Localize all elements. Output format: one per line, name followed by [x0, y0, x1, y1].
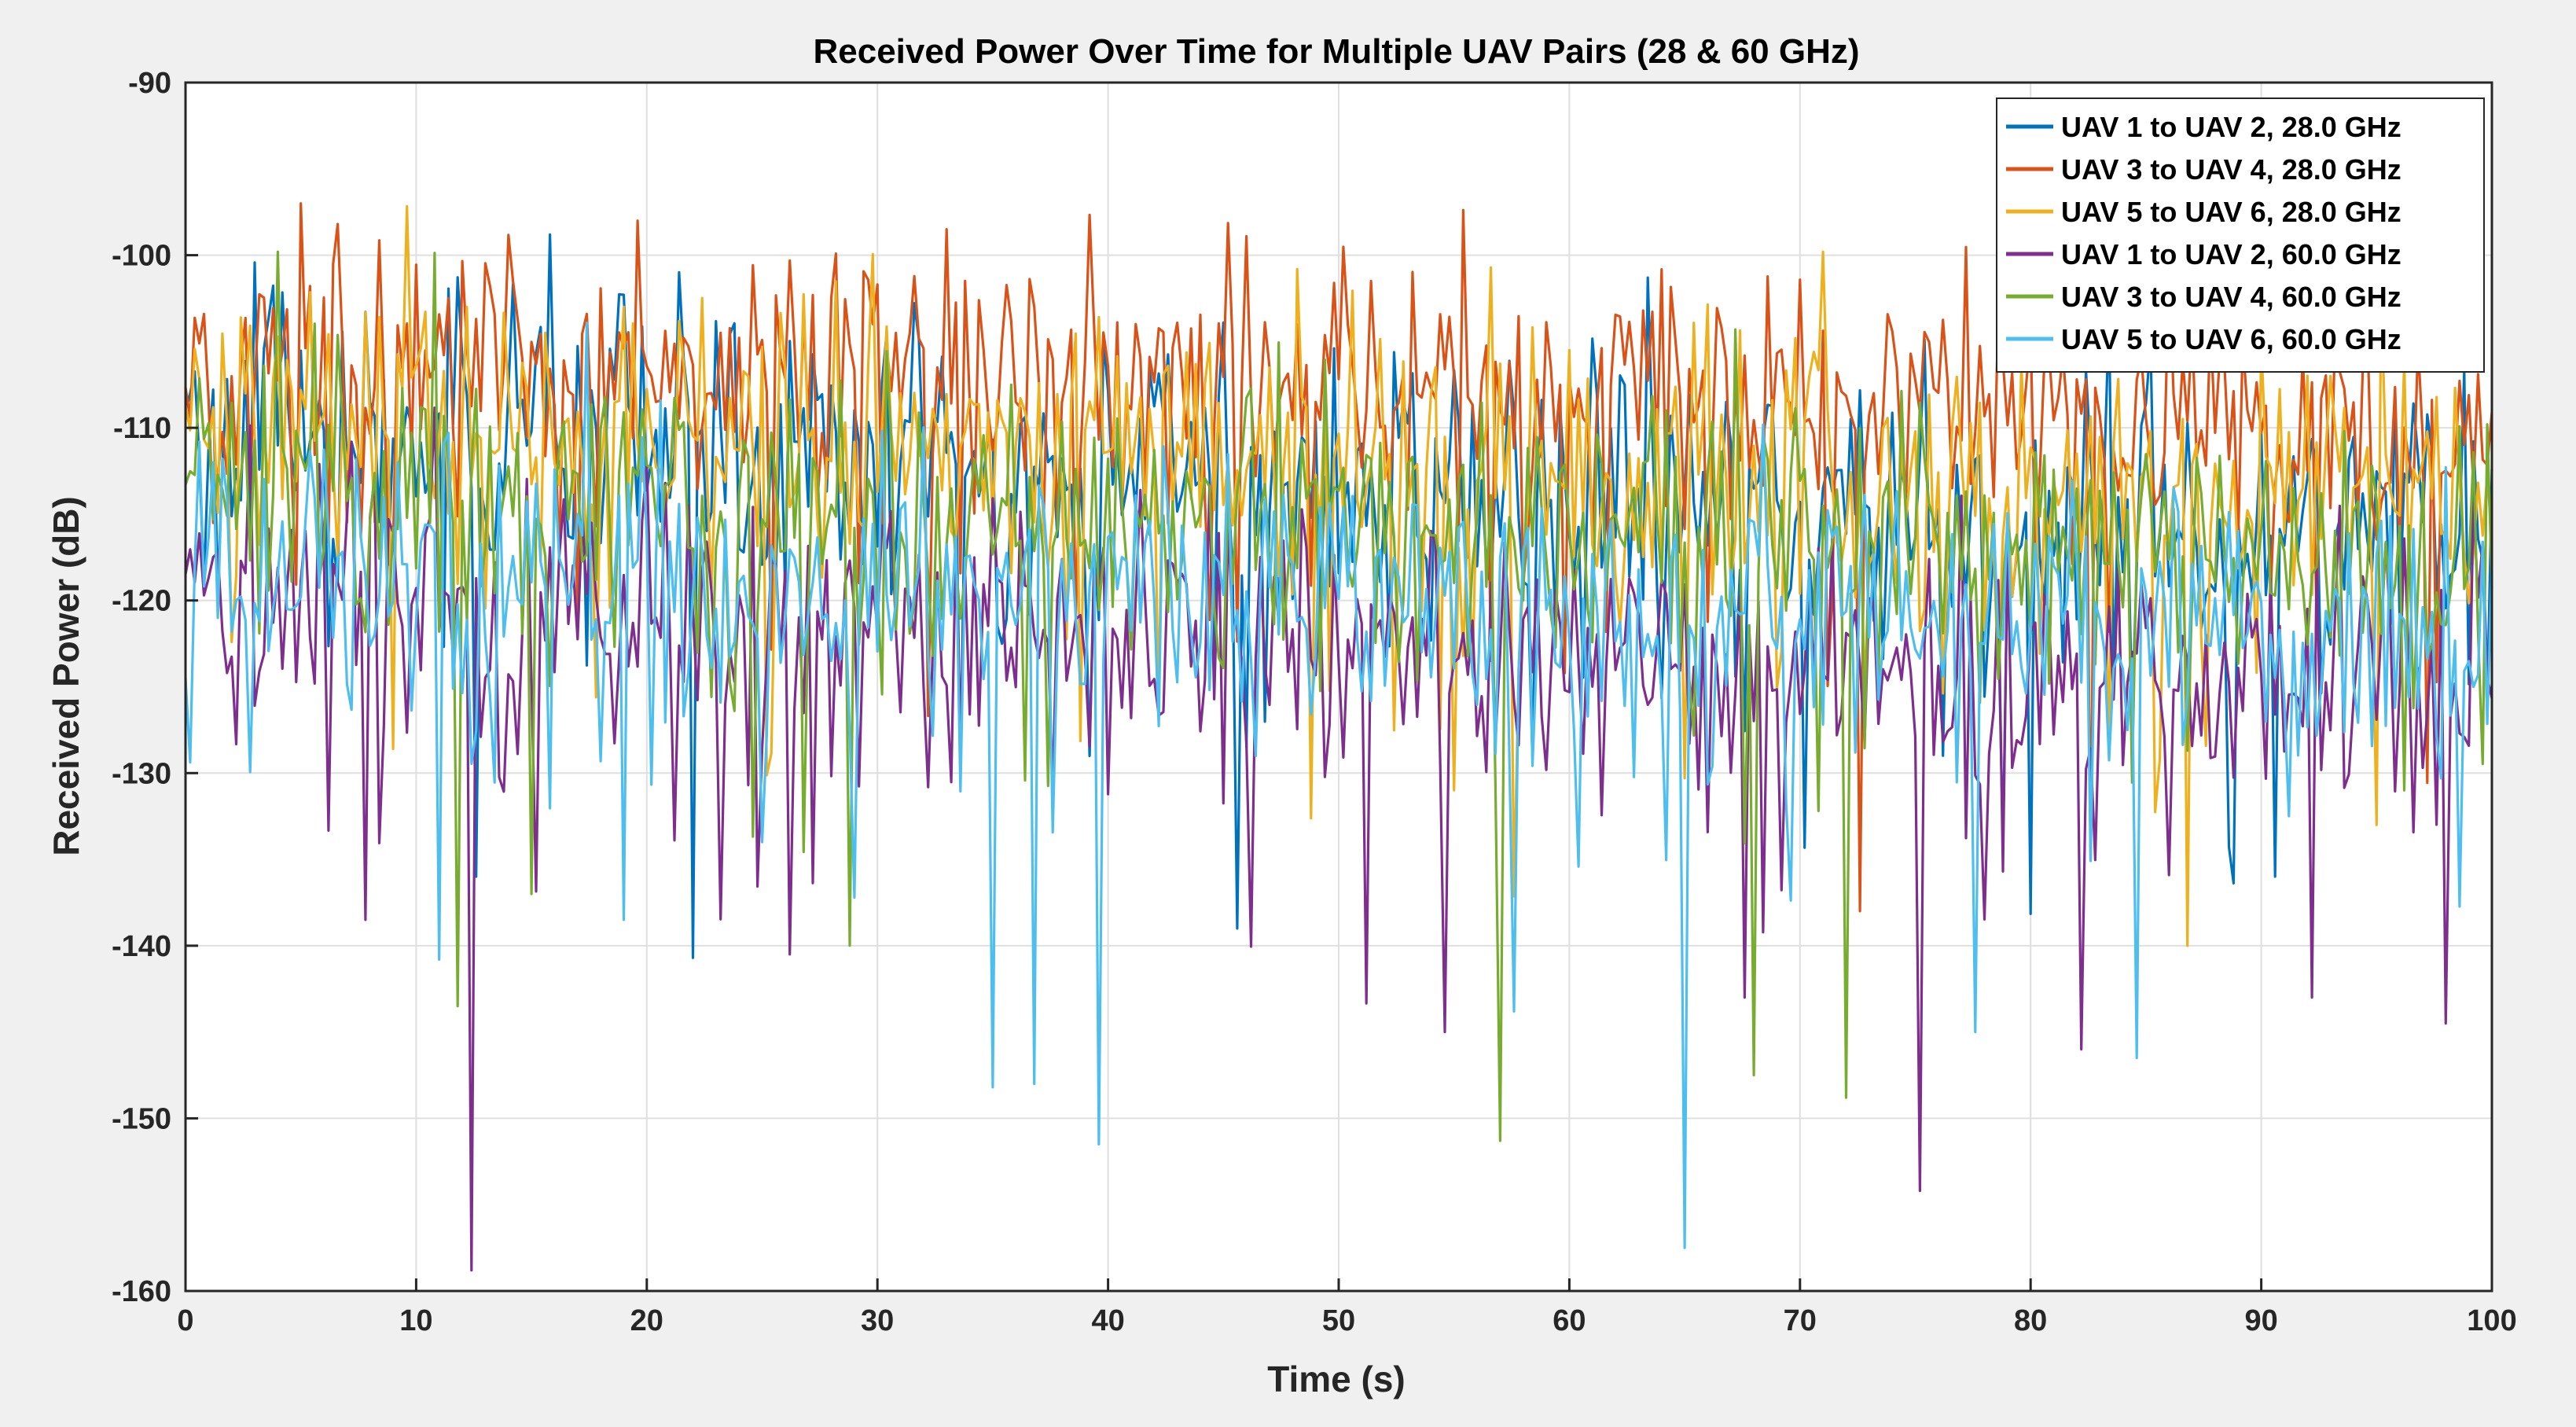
- series-line-2: [184, 202, 2493, 913]
- series-line-4: [184, 406, 2493, 1272]
- x-tick-label: 80: [2014, 1304, 2047, 1337]
- legend-entry-label: UAV 1 to UAV 2, 28.0 GHz: [2061, 111, 2401, 143]
- chart-title: Received Power Over Time for Multiple UA…: [813, 32, 1859, 71]
- x-tick-label: 30: [861, 1304, 894, 1337]
- y-tick-label: -160: [112, 1275, 171, 1308]
- x-tick-label: 0: [177, 1304, 193, 1337]
- legend-box: [1996, 97, 2485, 373]
- x-tick-label: 60: [1553, 1304, 1586, 1337]
- data-lines: [184, 202, 2493, 1272]
- legend-entry-label: UAV 3 to UAV 4, 60.0 GHz: [2061, 281, 2401, 313]
- series-line-3: [184, 204, 2493, 947]
- x-tick-label: 90: [2244, 1304, 2277, 1337]
- x-tick-label: 70: [1784, 1304, 1817, 1337]
- legend-entry-label: UAV 1 to UAV 2, 60.0 GHz: [2061, 238, 2401, 270]
- x-tick-label: 40: [1091, 1304, 1124, 1337]
- y-axis-label: Received Power (dB): [46, 496, 86, 856]
- y-tick-label: -150: [112, 1102, 171, 1135]
- y-tick-label: -100: [112, 240, 171, 273]
- y-tick-label: -130: [112, 757, 171, 790]
- axis-ticks: 0 10 20 30 40 50 60 70 80 90 100 -160 -150 -140 -130 -1…: [112, 67, 2517, 1337]
- series-line-6: [184, 322, 2493, 1249]
- x-axis-label: Time (s): [1267, 1359, 1406, 1399]
- x-tick-label: 50: [1322, 1304, 1355, 1337]
- legend: UAV 1 to UAV 2, 28.0 GHz UAV 3 to UAV 4, …: [1996, 97, 2485, 373]
- legend-entry-label: UAV 5 to UAV 6, 28.0 GHz: [2061, 196, 2401, 228]
- y-tick-label: -140: [112, 930, 171, 963]
- series-line-5: [184, 250, 2493, 1142]
- x-tick-label: 10: [399, 1304, 432, 1337]
- y-tick-label: -90: [128, 67, 171, 100]
- legend-entry-label: UAV 3 to UAV 4, 28.0 GHz: [2061, 153, 2401, 186]
- legend-entry-label: UAV 5 to UAV 6, 60.0 GHz: [2061, 323, 2401, 355]
- y-tick-label: -120: [112, 585, 171, 618]
- x-tick-label: 20: [630, 1304, 663, 1337]
- x-tick-label: 100: [2467, 1304, 2516, 1337]
- y-tick-label: -110: [113, 412, 171, 445]
